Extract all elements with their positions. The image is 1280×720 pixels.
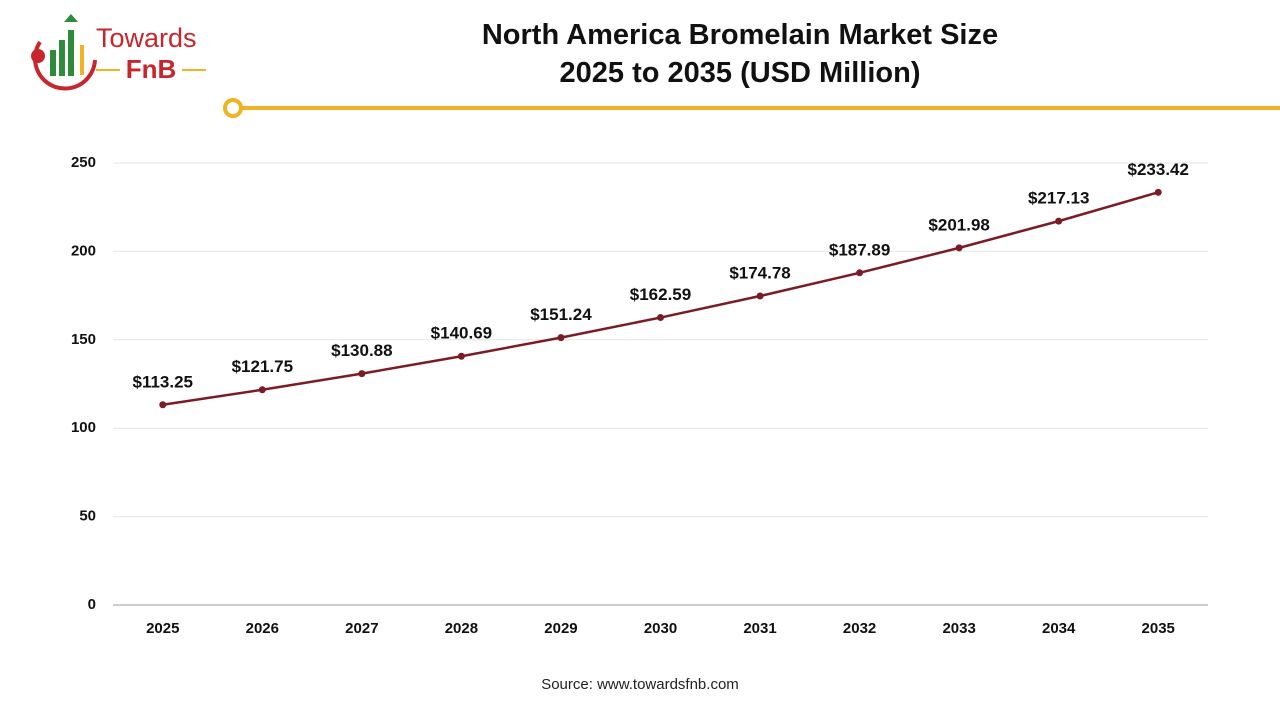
x-tick-label: 2034 — [1042, 620, 1076, 637]
x-tick-label: 2026 — [246, 620, 279, 637]
x-tick-label: 2032 — [843, 620, 876, 637]
point — [358, 370, 366, 378]
data-label: $174.78 — [729, 263, 790, 282]
data-label: $201.98 — [928, 215, 989, 234]
logo-text: Towards — [96, 23, 197, 53]
logo: Towards FnB — [31, 14, 206, 91]
point — [159, 401, 167, 409]
x-tick-label: 2033 — [942, 620, 975, 637]
y-tick-label: 50 — [79, 508, 96, 525]
data-label: $121.75 — [232, 357, 293, 376]
data-label: $233.42 — [1128, 160, 1189, 179]
data-label: $151.24 — [530, 305, 592, 324]
point — [856, 269, 864, 277]
data-label: $162.59 — [630, 285, 691, 304]
x-tick-label: 2025 — [146, 620, 179, 637]
point — [657, 314, 664, 322]
point — [1055, 217, 1063, 225]
data-label: $217.13 — [1028, 189, 1089, 208]
y-tick-label: 150 — [71, 331, 96, 348]
point — [756, 292, 764, 300]
point — [955, 244, 963, 252]
x-tick-label: 2029 — [544, 620, 577, 637]
data-label: $113.25 — [133, 372, 194, 391]
point — [258, 386, 266, 394]
x-tick-label: 2027 — [345, 620, 378, 637]
x-tick-label: 2031 — [743, 620, 776, 637]
y-tick-label: 100 — [71, 419, 96, 436]
point — [1154, 188, 1162, 196]
x-tick-label: 2035 — [1142, 620, 1175, 637]
header-rule-dot — [223, 98, 243, 118]
chart-title: North America Bromelain Market Size 2025… — [481, 19, 999, 89]
logo-text: FnB — [126, 54, 177, 84]
point — [557, 334, 565, 342]
x-tick-label: 2028 — [445, 620, 478, 637]
source: Source: www.towardsfnb.com — [541, 676, 739, 693]
data-label: $130.88 — [331, 341, 392, 360]
x-tick-label: 2030 — [644, 620, 677, 637]
point — [457, 352, 465, 360]
data-label: $187.89 — [829, 240, 890, 259]
y-tick-label: 0 — [88, 596, 96, 613]
data-label: $140.69 — [431, 324, 492, 343]
y-tick-label: 200 — [71, 242, 96, 259]
y-tick-label: 250 — [71, 154, 96, 171]
